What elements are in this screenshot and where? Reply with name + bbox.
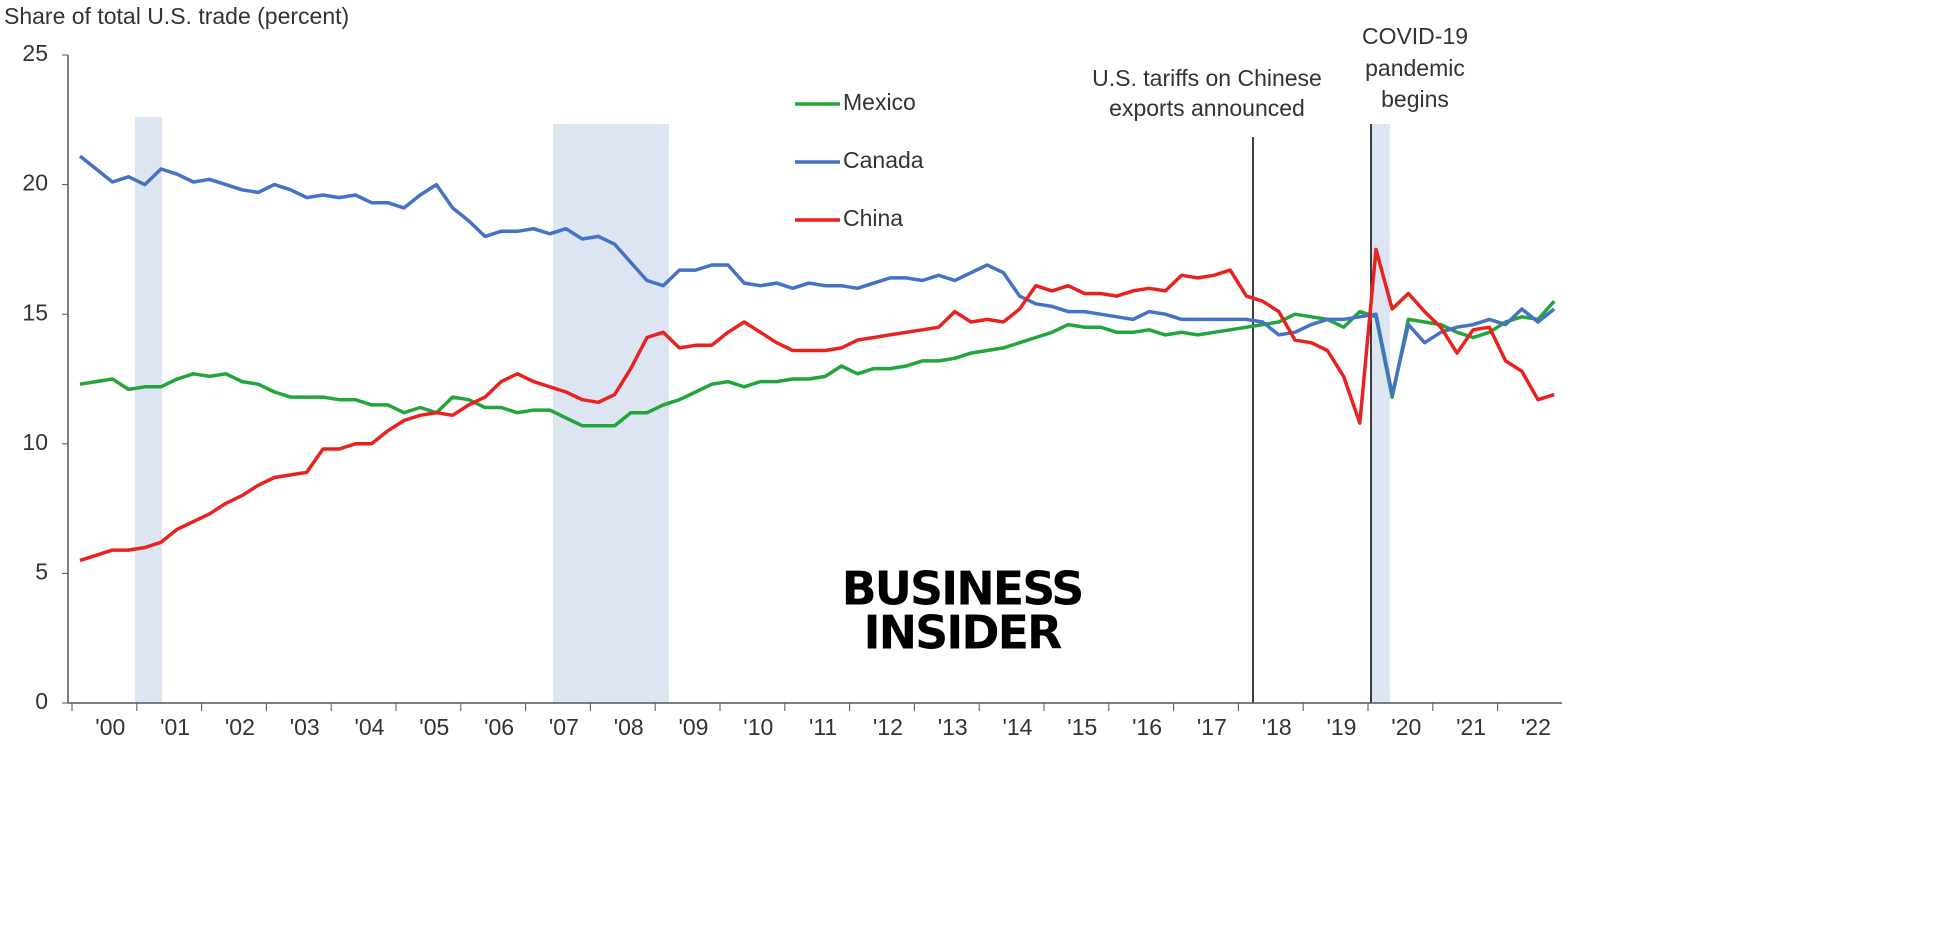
x-tick-label: '08 (614, 714, 644, 740)
x-tick-label: '21 (1456, 714, 1486, 740)
series-line (79, 300, 1556, 428)
x-tick-label: '05 (419, 714, 449, 740)
x-tick-label: '17 (1197, 714, 1227, 740)
x-tick-label: '20 (1391, 714, 1421, 740)
recession-band (135, 117, 162, 703)
y-tick-label: 15 (22, 299, 48, 325)
x-tick-label: '02 (225, 714, 255, 740)
x-tick-label: '06 (484, 714, 514, 740)
x-tick-label: '18 (1262, 714, 1292, 740)
x-tick-label: '13 (938, 714, 968, 740)
x-tick-label: '16 (1132, 714, 1162, 740)
x-tick-label: '01 (160, 714, 190, 740)
recession-band (553, 124, 669, 703)
x-tick-label: '15 (1067, 714, 1097, 740)
legend-label: China (843, 205, 903, 231)
x-tick-label: '10 (743, 714, 773, 740)
x-tick-label: '09 (679, 714, 709, 740)
logo: INSIDER (864, 606, 1062, 660)
annotation: begins (1381, 86, 1449, 112)
y-tick-label: 20 (22, 170, 48, 196)
y-tick-label: 10 (22, 429, 48, 455)
y-tick-label: 25 (22, 40, 48, 66)
x-tick-label: '00 (95, 714, 125, 740)
x-tick-label: '04 (355, 714, 385, 740)
x-tick-label: '12 (873, 714, 903, 740)
y-tick-label: 0 (35, 688, 48, 714)
annotation: exports announced (1109, 95, 1305, 121)
logo: BUSINESS (842, 562, 1083, 616)
x-tick-label: '22 (1521, 714, 1551, 740)
series-line (79, 247, 1555, 563)
legend-label: Mexico (843, 89, 916, 115)
x-tick-label: '07 (549, 714, 579, 740)
annotation: U.S. tariffs on Chinese (1092, 65, 1322, 91)
x-tick-label: '03 (290, 714, 320, 740)
y-tick-label: 5 (35, 558, 48, 584)
recession-band (1371, 124, 1390, 703)
annotation: COVID-19 (1362, 23, 1468, 49)
x-tick-label: '19 (1327, 714, 1357, 740)
x-tick-label: '11 (809, 714, 837, 740)
legend-label: Canada (843, 147, 924, 173)
series-line (78, 154, 1556, 397)
annotation: pandemic (1365, 55, 1465, 81)
recession-bands (135, 117, 1390, 703)
x-tick-label: '14 (1003, 714, 1033, 740)
chart-title: Share of total U.S. trade (percent) (4, 3, 349, 29)
